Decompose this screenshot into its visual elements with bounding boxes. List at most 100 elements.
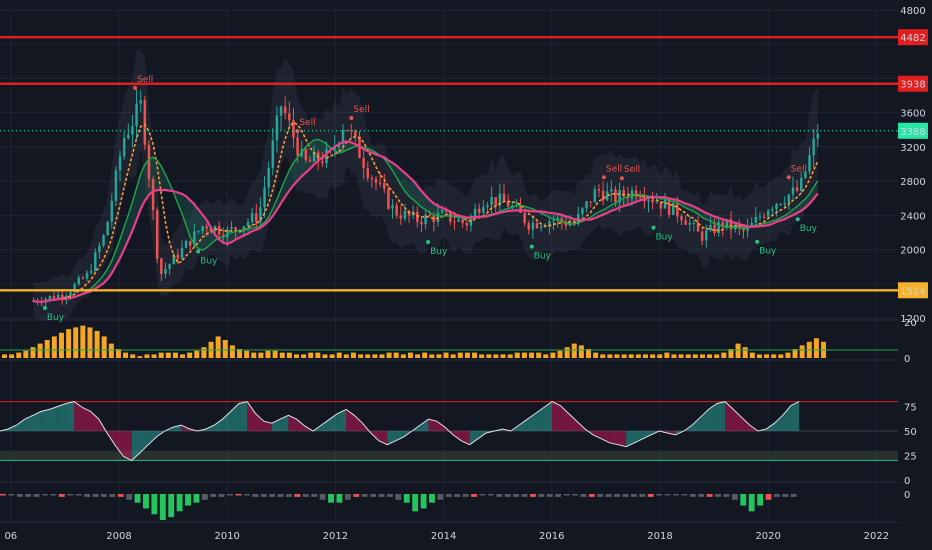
volume-bar [23,350,29,358]
candle-body [193,231,196,246]
candle-body [263,187,266,208]
oscillator-fill [626,431,635,447]
candle-body [477,208,481,213]
histogram-bar [656,494,663,496]
volume-bar [785,352,791,358]
volume-bar [756,354,762,358]
volume-panel [0,325,898,358]
candle-body [684,220,687,225]
candle-body [341,129,345,144]
oscillator-fill [255,413,264,431]
volume-bar [457,352,463,358]
volume-bar [180,354,186,358]
volume-bar [44,340,50,358]
volume-bar [450,354,456,358]
candle-body [354,130,357,137]
candle-body [428,214,431,216]
candle-body [800,177,803,191]
volume-axis-tick: 20 [904,318,917,329]
candle-body [127,134,130,139]
volume-bar [536,352,542,358]
candle-body [395,205,398,216]
volume-bar [443,352,449,358]
volume-bar [272,350,278,358]
price-levels: 4482 3938 3388 1524 [0,29,928,299]
candle-body [754,216,758,223]
candle-body [667,199,671,215]
volume-bar [642,354,648,358]
histogram-bar [757,494,764,506]
candle-body [259,207,262,223]
candle-body [160,258,163,274]
volume-bar [165,352,171,358]
candle-body [275,115,279,141]
signal-marker-buy [426,240,431,245]
histogram-bar [109,494,116,497]
oscillator-fill [708,403,717,431]
oscillator-fill [90,411,99,431]
oscillator-fill [41,409,50,431]
histogram-bar [185,494,191,506]
candle-body [738,224,741,228]
histogram-bar [201,494,208,500]
histogram-bar [8,494,15,496]
oscillator-fill [238,401,248,431]
volume-bar [650,354,656,358]
oscillator-fill [115,431,124,457]
oscillator-fill [568,413,577,431]
histogram-bar [210,494,217,497]
candle-body [143,100,147,145]
candle-body [795,187,799,191]
volume-bar [322,354,328,358]
histogram-bar [782,494,789,497]
candle-body [139,100,142,104]
candle-body [184,240,188,248]
candle-body [440,210,444,213]
oscillator-fill [395,431,404,441]
candle-body [189,240,192,246]
histogram-bar [630,494,637,497]
price-level-label: 3388 [900,127,925,138]
volume-bar [792,349,798,358]
candle-body [333,147,336,150]
histogram-bar [134,494,141,503]
signal-label-buy: Buy [534,252,552,262]
signal-label-sell: Sell [606,164,622,174]
volume-bar [493,354,499,358]
oversold-zone [0,450,898,461]
oscillator-fill [543,401,553,431]
volume-bar [308,352,314,358]
volume-bar [30,347,36,358]
volume-bar [187,352,193,358]
histogram-bar [84,494,91,497]
candle-body [242,226,246,232]
candle-body [663,199,667,209]
candle-body [180,247,184,259]
candle-body [283,106,287,114]
signal-marker-sell [295,129,300,134]
oscillator-fill [733,409,742,431]
candle-body [378,182,382,184]
candle-body [787,194,791,204]
grid [0,9,898,523]
histogram-bar [176,494,183,512]
candle-body [176,254,180,259]
x-axis-tick: 2016 [539,531,564,542]
oscillator-fill [354,415,363,431]
histogram-bar [42,494,48,496]
histogram-bar [689,494,696,497]
volume-bar [101,336,107,358]
candle-body [502,193,506,201]
candle-body [486,205,489,208]
histogram-bar [286,494,292,497]
volume-bar [436,354,442,358]
volume-bar [237,349,243,358]
signal-label-sell: Sell [137,75,153,85]
histogram-bar [370,494,377,497]
candle-body [85,272,89,279]
volume-bar [2,354,7,358]
histogram-bar [277,494,284,497]
candle-body [164,268,167,274]
histogram-bar [479,494,486,496]
volume-bar [607,354,613,358]
